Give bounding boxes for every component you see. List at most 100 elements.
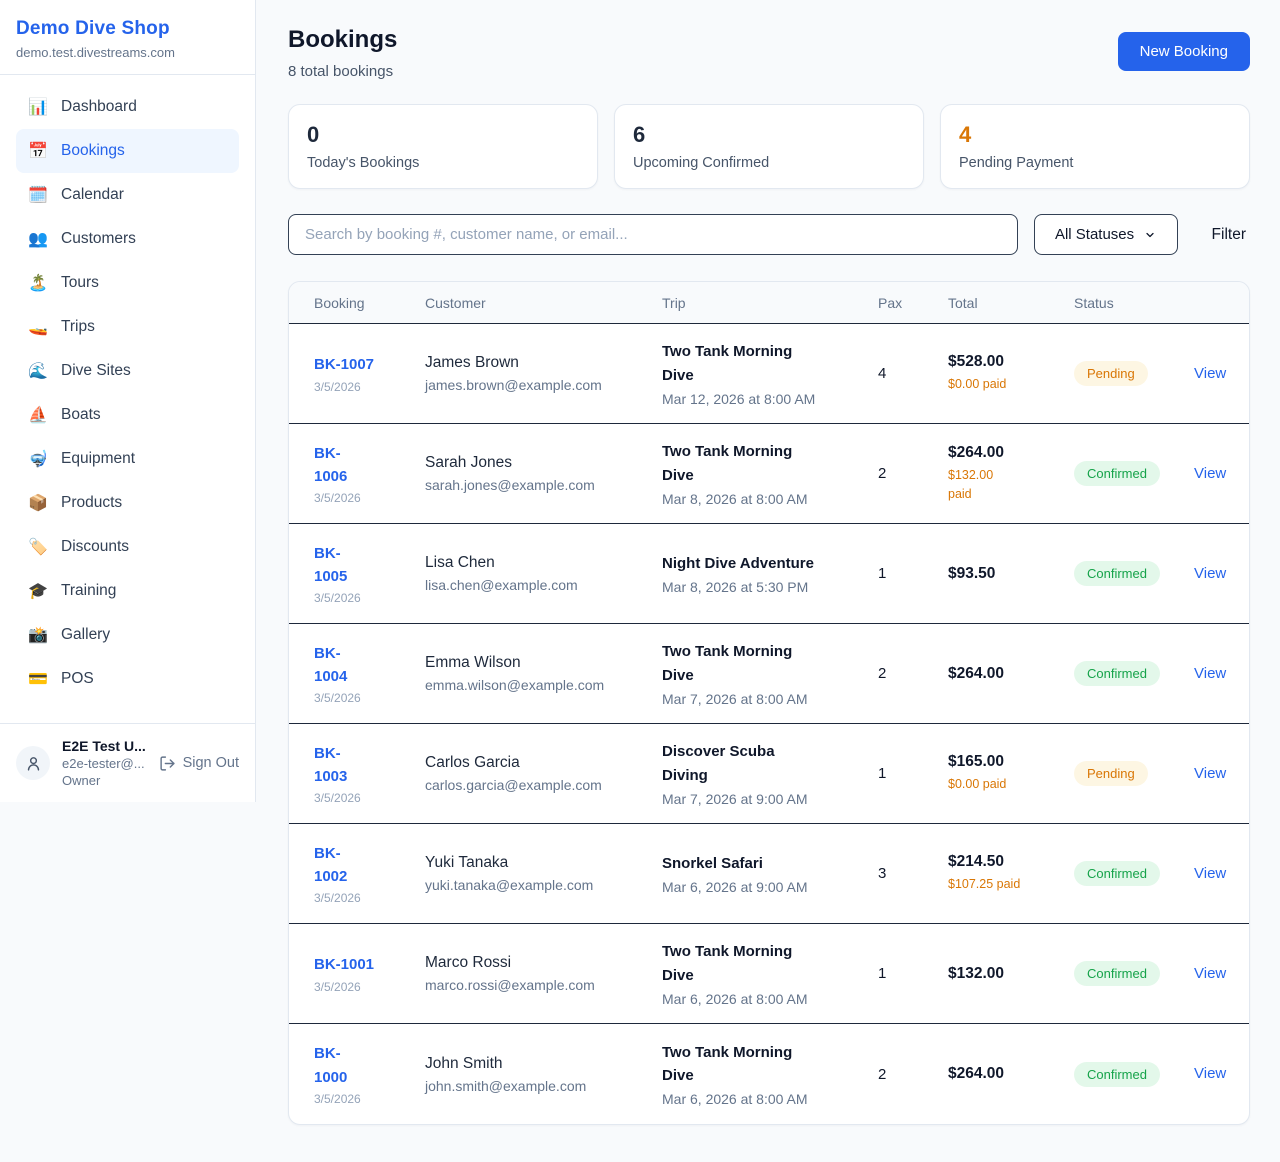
search-input[interactable] <box>288 214 1018 255</box>
pax-count: 4 <box>878 365 887 382</box>
sign-out-button[interactable]: Sign Out <box>159 755 239 772</box>
total-amount: $132.00 <box>948 964 1005 982</box>
column-header-pax: Pax <box>878 294 903 311</box>
sidebar-item-equipment[interactable]: 🤿 Equipment <box>28 450 136 468</box>
status-filter-value: All Statuses <box>1054 226 1135 243</box>
column-header-status: Status <box>1074 294 1114 311</box>
customer-name: Lisa Chen <box>425 554 495 571</box>
sidebar-item-trips[interactable]: 🚤 Trips <box>28 318 95 336</box>
sidebar-item-dive-sites[interactable]: 🌊 Dive Sites <box>28 362 131 380</box>
view-link[interactable]: View <box>1194 464 1227 482</box>
trip-name: Two Tank Morning Dive <box>662 443 793 484</box>
status-filter-select[interactable]: All Statuses <box>1033 214 1178 255</box>
paid-amount: $107.25 paid <box>948 877 1021 892</box>
total-amount: $165.00 <box>948 753 1005 771</box>
trip-datetime: Mar 6, 2026 at 8:00 AM <box>662 990 808 1007</box>
status-badge: Confirmed <box>1074 1061 1160 1087</box>
view-link[interactable]: View <box>1194 764 1227 782</box>
user-block: E2E Test U... e2e-tester@... Owner <box>62 738 147 788</box>
booking-date: 3/5/2026 <box>314 379 361 394</box>
table-row: BK-1001 3/5/2026 Marco Rossi marco.rossi… <box>289 924 1249 1024</box>
trip-name: Night Dive Adventure <box>662 554 814 572</box>
booking-id-link[interactable]: BK- 1002 <box>314 844 348 885</box>
sidebar-item-dashboard[interactable]: 📊 Dashboard <box>28 98 137 116</box>
booking-date: 3/5/2026 <box>314 491 361 506</box>
column-header-total: Total <box>948 294 978 311</box>
trip-datetime: Mar 6, 2026 at 9:00 AM <box>662 879 808 896</box>
pax-count: 2 <box>878 465 887 482</box>
pax-count: 3 <box>878 865 887 882</box>
table-body: BK-1007 3/5/2026 James Brown james.brown… <box>289 324 1249 1124</box>
dashboard-icon: 📊 <box>28 99 48 116</box>
booking-id-link[interactable]: BK-1001 <box>314 956 375 974</box>
sign-out-icon <box>159 755 175 771</box>
user-name: E2E Test U... <box>62 738 146 754</box>
table-row: BK- 1005 3/5/2026 Lisa Chen lisa.chen@ex… <box>289 524 1249 624</box>
sidebar-item-calendar[interactable]: 🗓️ Calendar <box>28 186 124 204</box>
total-amount: $264.00 <box>948 444 1005 462</box>
view-link[interactable]: View <box>1194 1065 1227 1082</box>
boats-icon: ⛵ <box>28 407 48 424</box>
booking-id-link[interactable]: BK- 1003 <box>314 744 348 785</box>
booking-date: 3/5/2026 <box>314 691 361 706</box>
brand-name: Demo Dive Shop <box>16 18 170 39</box>
customer-email: emma.wilson@example.com <box>425 677 605 693</box>
customer-name: Carlos Garcia <box>425 754 520 771</box>
gallery-icon: 📸 <box>28 627 48 644</box>
booking-id-link[interactable]: BK- 1000 <box>314 1045 348 1086</box>
view-link[interactable]: View <box>1194 864 1227 882</box>
stat-value: 0 <box>307 122 320 147</box>
sign-out-label: Sign Out <box>182 755 239 771</box>
view-link[interactable]: View <box>1194 564 1227 582</box>
booking-id-link[interactable]: BK-1007 <box>314 356 375 374</box>
pax-count: 1 <box>878 565 887 582</box>
trip-datetime: Mar 6, 2026 at 8:00 AM <box>662 1091 808 1108</box>
total-amount: $214.50 <box>948 853 1005 871</box>
booking-id-link[interactable]: BK- 1005 <box>314 544 348 585</box>
view-link[interactable]: View <box>1194 364 1227 382</box>
sidebar-item-products[interactable]: 📦 Products <box>28 494 123 512</box>
bookings-table: Booking Customer Trip Pax Total Status B… <box>288 281 1250 1125</box>
new-booking-button[interactable]: New Booking <box>1117 32 1250 71</box>
pax-count: 1 <box>878 965 887 982</box>
customer-email: carlos.garcia@example.com <box>425 777 602 793</box>
sidebar-item-gallery[interactable]: 📸 Gallery <box>28 626 111 644</box>
view-link[interactable]: View <box>1194 964 1227 982</box>
total-amount: $93.50 <box>948 564 996 582</box>
filter-button[interactable]: Filter <box>1208 220 1250 250</box>
table-row: BK- 1002 3/5/2026 Yuki Tanaka yuki.tanak… <box>289 824 1249 924</box>
stat-value: 6 <box>633 122 646 147</box>
sidebar-item-discounts[interactable]: 🏷️ Discounts <box>28 538 130 556</box>
customer-email: marco.rossi@example.com <box>425 977 595 993</box>
booking-date: 3/5/2026 <box>314 891 361 906</box>
stat-card-todays-bookings: 0 Today's Bookings <box>288 104 598 189</box>
status-badge: Confirmed <box>1074 861 1160 886</box>
customer-name: Yuki Tanaka <box>425 854 509 871</box>
total-amount: $264.00 <box>948 1065 1005 1082</box>
sidebar-item-pos[interactable]: 💳 POS <box>28 670 94 688</box>
sidebar-item-boats[interactable]: ⛵ Boats <box>28 406 101 424</box>
booking-date: 3/5/2026 <box>314 1091 361 1106</box>
stat-card-upcoming-confirmed: 6 Upcoming Confirmed <box>614 104 924 189</box>
sidebar-item-training[interactable]: 🎓 Training <box>28 582 117 600</box>
booking-id-link[interactable]: BK- 1004 <box>314 644 348 685</box>
status-badge: Confirmed <box>1074 461 1160 486</box>
sidebar-item-tours[interactable]: 🏝️ Tours <box>28 274 99 292</box>
table-row: BK-1007 3/5/2026 James Brown james.brown… <box>289 324 1249 424</box>
page-header: Bookings 8 total bookings New Booking <box>288 26 1250 80</box>
trip-name: Two Tank Morning Dive <box>662 1043 793 1084</box>
status-badge: Confirmed <box>1074 661 1160 686</box>
sidebar-item-customers[interactable]: 👥 Customers <box>28 230 136 248</box>
table-row: BK- 1004 3/5/2026 Emma Wilson emma.wilso… <box>289 624 1249 724</box>
customer-name: Emma Wilson <box>425 654 521 671</box>
brand: Demo Dive Shop demo.test.divestreams.com <box>0 0 255 75</box>
stat-value: 4 <box>959 122 972 147</box>
table-row: BK- 1000 3/5/2026 John Smith john.smith@… <box>289 1024 1249 1124</box>
sidebar-item-bookings[interactable]: 📅 Bookings <box>16 129 239 173</box>
trip-name: Two Tank Morning Dive <box>662 943 793 984</box>
trip-name: Two Tank Morning Dive <box>662 643 793 684</box>
booking-id-link[interactable]: BK- 1006 <box>314 444 348 485</box>
trip-datetime: Mar 8, 2026 at 5:30 PM <box>662 579 809 596</box>
view-link[interactable]: View <box>1194 664 1227 682</box>
stat-label: Pending Payment <box>959 155 1074 171</box>
